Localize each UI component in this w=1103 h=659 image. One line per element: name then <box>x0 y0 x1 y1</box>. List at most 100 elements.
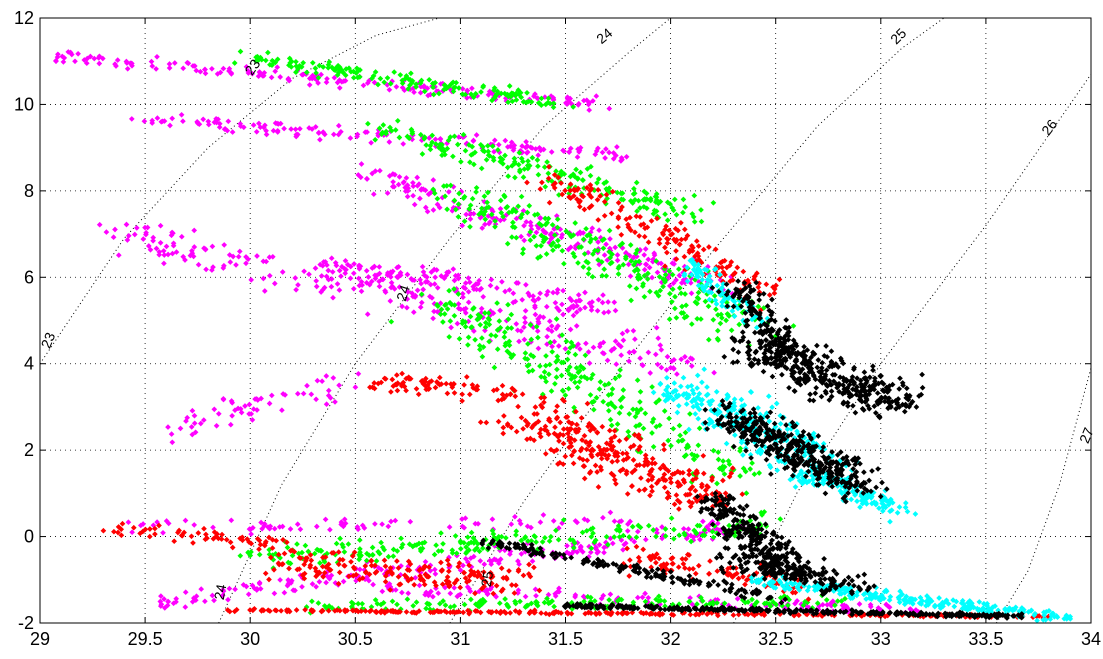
data-point <box>228 398 235 404</box>
data-point <box>508 139 515 146</box>
data-point <box>221 262 227 269</box>
data-point <box>575 100 582 107</box>
data-point <box>586 360 593 367</box>
data-point <box>334 79 341 86</box>
data-point <box>354 131 361 138</box>
data-point <box>355 526 361 533</box>
data-point <box>404 271 411 278</box>
data-point <box>315 80 321 86</box>
data-point <box>489 143 496 150</box>
data-point <box>180 118 186 125</box>
data-point <box>468 91 474 98</box>
data-point <box>497 205 504 212</box>
data-point <box>306 271 312 278</box>
data-point <box>451 584 458 591</box>
data-point <box>405 76 412 83</box>
data-point <box>459 222 466 229</box>
data-point <box>143 231 149 238</box>
data-point <box>519 296 526 303</box>
data-point <box>303 69 310 76</box>
data-point <box>523 138 529 145</box>
data-point <box>390 179 396 185</box>
data-point <box>599 299 606 306</box>
data-point <box>543 303 550 310</box>
data-point <box>209 592 216 599</box>
data-point <box>430 315 436 322</box>
data-point <box>336 85 343 91</box>
data-point <box>245 68 251 74</box>
data-point <box>263 131 270 138</box>
data-point <box>388 279 395 286</box>
data-point <box>342 257 349 264</box>
data-point <box>414 174 421 181</box>
data-point <box>326 574 333 581</box>
data-point <box>443 85 450 92</box>
data-point <box>595 239 601 245</box>
data-point <box>498 90 505 97</box>
data-point <box>535 152 542 159</box>
data-point <box>640 362 646 369</box>
data-point <box>298 64 305 70</box>
data-point <box>413 81 419 88</box>
data-point <box>431 566 438 573</box>
data-point <box>517 89 524 96</box>
data-point <box>357 174 364 181</box>
data-point <box>430 91 437 98</box>
data-point <box>357 566 363 573</box>
data-point <box>480 293 487 300</box>
data-point <box>422 204 429 211</box>
data-point <box>153 245 160 252</box>
data-point <box>573 309 580 316</box>
data-point <box>409 290 415 297</box>
data-point <box>601 350 607 357</box>
data-point <box>312 265 319 272</box>
data-point <box>178 111 185 118</box>
data-point <box>671 365 677 372</box>
data-point <box>316 578 323 585</box>
data-point <box>445 189 452 195</box>
data-point <box>531 298 538 304</box>
data-point <box>598 595 605 602</box>
data-point <box>631 348 638 355</box>
data-point <box>352 384 359 391</box>
data-point <box>372 168 379 174</box>
data-point <box>247 526 254 533</box>
data-point <box>422 279 429 285</box>
data-point <box>588 303 595 310</box>
data-point <box>606 245 613 252</box>
data-point <box>491 85 498 91</box>
data-point <box>614 252 621 258</box>
data-point <box>432 571 439 577</box>
data-point <box>395 181 402 188</box>
data-point <box>431 308 437 315</box>
data-point <box>421 88 428 95</box>
data-point <box>527 219 534 226</box>
data-point <box>376 270 383 277</box>
data-point <box>645 594 652 601</box>
data-point <box>360 82 367 89</box>
data-point <box>268 392 275 399</box>
data-point <box>306 75 313 82</box>
data-point <box>645 349 652 356</box>
data-point <box>363 267 370 274</box>
data-point <box>540 314 547 321</box>
data-point <box>602 155 608 161</box>
data-point <box>387 80 394 87</box>
data-point <box>335 62 341 69</box>
data-point <box>161 260 167 267</box>
data-point <box>149 63 156 69</box>
data-point <box>445 269 452 275</box>
data-point <box>534 328 541 334</box>
data-point <box>372 69 379 75</box>
data-point <box>473 281 479 287</box>
data-point <box>612 244 619 251</box>
data-point <box>595 296 602 303</box>
data-point <box>255 73 262 80</box>
data-point <box>266 254 273 261</box>
data-point <box>358 288 365 295</box>
data-point <box>553 325 560 332</box>
data-point <box>110 234 117 241</box>
data-point <box>682 353 688 360</box>
data-point <box>334 72 341 78</box>
data-point <box>443 272 450 279</box>
